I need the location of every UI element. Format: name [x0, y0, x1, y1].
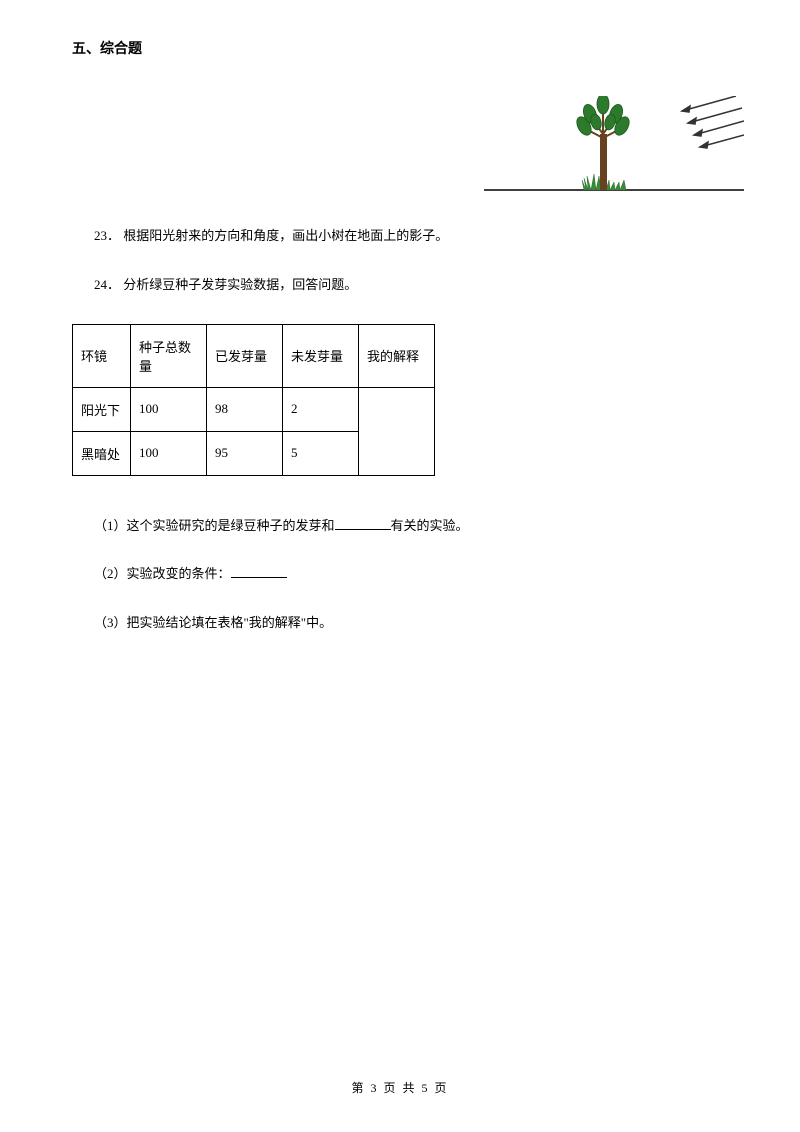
- table-cell: 2: [283, 387, 359, 431]
- sq3-text: （3）把实验结论填在表格"我的解释"中。: [94, 615, 332, 630]
- sq2-prefix: （2）实验改变的条件：: [94, 566, 231, 581]
- table-header-cell: 未发芽量: [283, 324, 359, 387]
- table-header-cell: 我的解释: [359, 324, 435, 387]
- sq1-prefix: （1）这个实验研究的是绿豆种子的发芽和: [94, 518, 335, 533]
- table-cell: 阳光下: [73, 387, 131, 431]
- sunlight-arrows-icon: [682, 96, 744, 148]
- blank-fill: [231, 564, 287, 578]
- table-row: 阳光下 100 98 2: [73, 387, 435, 431]
- blank-fill: [335, 516, 391, 530]
- sub-question-3: （3）把实验结论填在表格"我的解释"中。: [94, 613, 728, 634]
- table-cell: 100: [131, 387, 207, 431]
- sub-question-2: （2）实验改变的条件：: [94, 564, 728, 585]
- table-header-cell: 种子总数量: [131, 324, 207, 387]
- q23-text: 根据阳光射来的方向和角度，画出小树在地面上的影子。: [123, 228, 448, 243]
- q24-text: 分析绿豆种子发芽实验数据，回答问题。: [123, 277, 357, 292]
- table-cell: 95: [207, 431, 283, 475]
- table-header-row: 环镜 种子总数量 已发芽量 未发芽量 我的解释: [73, 324, 435, 387]
- page-footer: 第 3 页 共 5 页: [0, 1079, 800, 1096]
- experiment-table: 环镜 种子总数量 已发芽量 未发芽量 我的解释 阳光下 100 98 2 黑暗处…: [72, 324, 728, 476]
- q24-number: 24．: [94, 277, 120, 292]
- q23-number: 23．: [94, 228, 120, 243]
- tree-trunk-icon: [600, 134, 607, 190]
- table-cell-explanation: [359, 387, 435, 475]
- sub-question-1: （1）这个实验研究的是绿豆种子的发芽和 有关的实验。: [94, 516, 728, 537]
- sq1-suffix: 有关的实验。: [391, 518, 469, 533]
- tree-foliage-icon: [574, 96, 632, 138]
- question-23: 23． 根据阳光射来的方向和角度，画出小树在地面上的影子。: [94, 226, 728, 247]
- tree-sunlight-illustration: [484, 96, 744, 200]
- table-cell: 黑暗处: [73, 431, 131, 475]
- table-header-cell: 已发芽量: [207, 324, 283, 387]
- table-cell: 5: [283, 431, 359, 475]
- question-24: 24． 分析绿豆种子发芽实验数据，回答问题。: [94, 275, 728, 296]
- table-cell: 98: [207, 387, 283, 431]
- table-cell: 100: [131, 431, 207, 475]
- section-title: 五、综合题: [72, 38, 728, 58]
- table-header-cell: 环镜: [73, 324, 131, 387]
